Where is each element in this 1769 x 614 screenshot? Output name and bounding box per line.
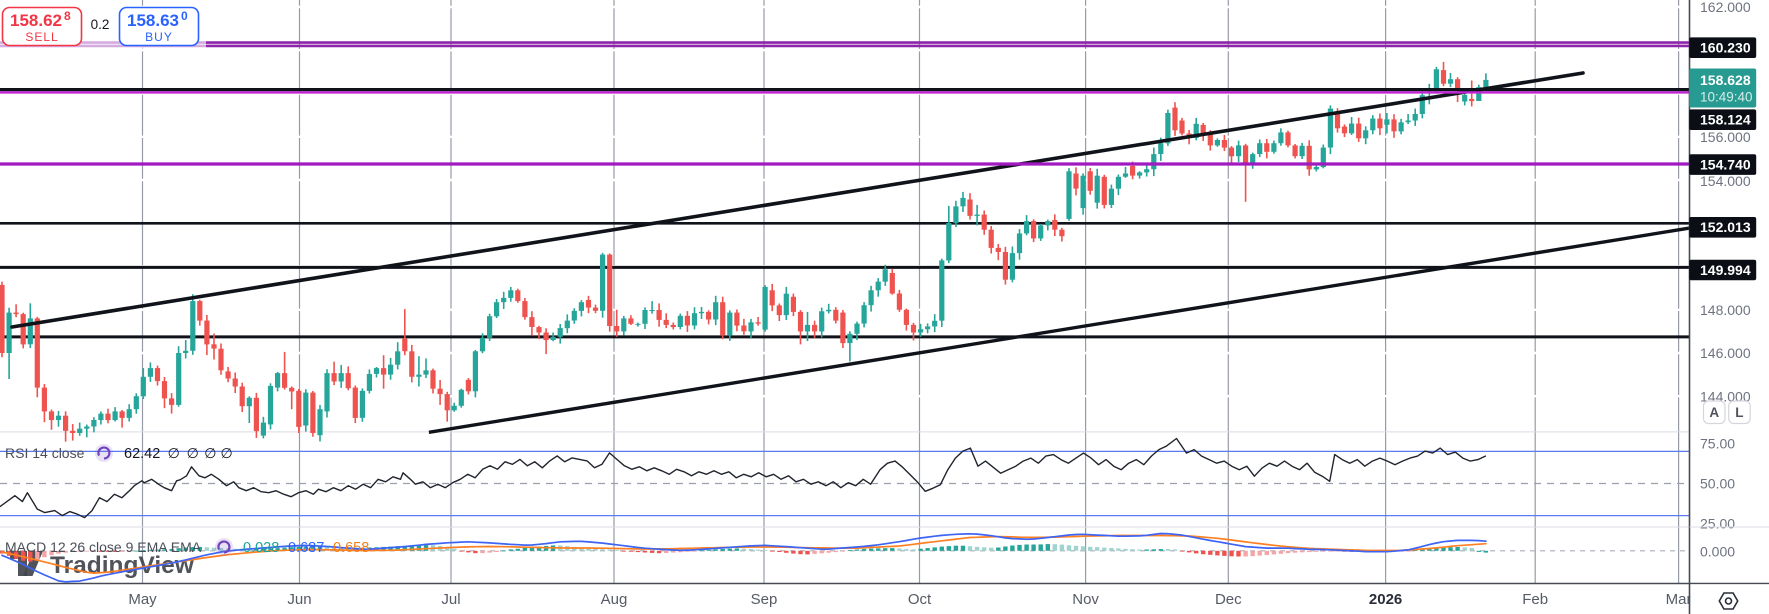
svg-text:148.000: 148.000	[1700, 302, 1751, 318]
svg-text:154.740: 154.740	[1700, 157, 1751, 173]
svg-text:149.994: 149.994	[1700, 262, 1751, 278]
svg-text:MACD 12 26 close 9 EMA EMA: MACD 12 26 close 9 EMA EMA	[5, 539, 202, 555]
svg-text:SELL: SELL	[25, 30, 58, 44]
svg-text:∅: ∅	[220, 445, 232, 461]
svg-text:0.658: 0.658	[333, 540, 369, 556]
svg-text:Aug: Aug	[601, 591, 628, 608]
svg-text:Sep: Sep	[751, 591, 778, 608]
svg-text:0.687: 0.687	[288, 540, 324, 556]
svg-text:L: L	[1735, 405, 1743, 420]
svg-text:146.000: 146.000	[1700, 345, 1751, 361]
svg-text:10:49:40: 10:49:40	[1700, 90, 1753, 105]
svg-text:0.2: 0.2	[91, 17, 110, 32]
svg-text:62.42: 62.42	[124, 446, 160, 462]
svg-text:A: A	[1709, 405, 1719, 420]
svg-text:∅: ∅	[204, 445, 216, 461]
svg-text:Jun: Jun	[287, 591, 311, 608]
svg-text:TradingView: TradingView	[50, 552, 195, 579]
svg-text:160.230: 160.230	[1700, 40, 1751, 56]
svg-text:May: May	[128, 591, 157, 608]
svg-text:∅: ∅	[187, 445, 199, 461]
svg-text:BUY: BUY	[145, 30, 173, 44]
svg-text:162.000: 162.000	[1700, 0, 1751, 15]
svg-text:75.00: 75.00	[1700, 435, 1735, 451]
svg-text:Mar: Mar	[1666, 591, 1692, 608]
svg-text:25.00: 25.00	[1700, 516, 1735, 532]
svg-text:0.000: 0.000	[1700, 543, 1735, 559]
svg-text:Feb: Feb	[1522, 591, 1548, 608]
svg-text:0: 0	[181, 9, 188, 23]
svg-text:2026: 2026	[1369, 591, 1402, 608]
svg-text:Dec: Dec	[1215, 591, 1242, 608]
svg-text:158.628: 158.628	[1700, 72, 1751, 88]
svg-text:∅: ∅	[168, 445, 180, 461]
svg-text:158.62: 158.62	[10, 11, 62, 30]
svg-text:158.63: 158.63	[127, 11, 179, 30]
svg-text:Jul: Jul	[441, 591, 460, 608]
svg-text:154.000: 154.000	[1700, 173, 1751, 189]
svg-text:158.124: 158.124	[1700, 112, 1751, 128]
svg-text:Nov: Nov	[1072, 591, 1099, 608]
svg-text:0.028: 0.028	[243, 540, 279, 556]
svg-text:144.000: 144.000	[1700, 388, 1751, 404]
svg-text:8: 8	[64, 9, 71, 23]
svg-text:152.013: 152.013	[1700, 219, 1751, 235]
svg-text:RSI 14 close: RSI 14 close	[5, 445, 85, 461]
svg-text:156.000: 156.000	[1700, 129, 1751, 145]
svg-text:50.00: 50.00	[1700, 476, 1735, 492]
svg-text:Oct: Oct	[908, 591, 932, 608]
